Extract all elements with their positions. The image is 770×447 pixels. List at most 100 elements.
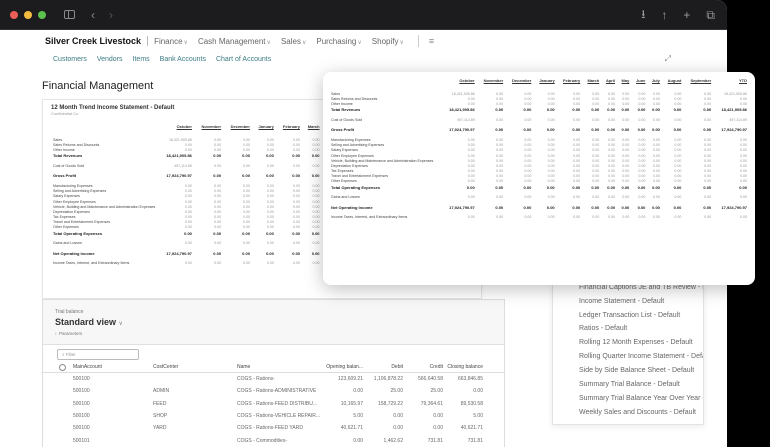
row-value: 0.00 bbox=[652, 101, 660, 106]
report-list-item[interactable]: Financial Captions JE and TB Review - De… bbox=[579, 283, 703, 291]
cell-cost-center: ADMIN bbox=[153, 388, 170, 395]
row-value: 0.00 bbox=[704, 169, 712, 174]
col-main-account[interactable]: MainAccount bbox=[73, 364, 102, 370]
report-list-item[interactable]: Summary Trial Balance Year Over Year - D… bbox=[579, 394, 703, 402]
row-value: 0.00 bbox=[184, 225, 192, 230]
subnav-items[interactable]: Items bbox=[132, 55, 150, 63]
report-list-item[interactable]: Side by Side Balance Sheet - Default bbox=[579, 367, 695, 375]
row-value: 0.00 bbox=[608, 91, 616, 96]
minimize-window-button[interactable] bbox=[24, 10, 32, 19]
report-list-item[interactable]: Rolling Quarter Income Statement - Defau… bbox=[579, 353, 703, 361]
tabs-icon[interactable]: ⧉ bbox=[706, 7, 715, 22]
report-list-item[interactable]: Ratios - Default bbox=[579, 325, 628, 333]
nav-finance[interactable]: Finance∨ bbox=[154, 36, 188, 46]
subnav-chart-of-accounts[interactable]: Chart of Accounts bbox=[215, 55, 272, 63]
filter-input[interactable]: ⌕ Filter bbox=[57, 349, 139, 360]
row-value: 0.00 bbox=[674, 143, 682, 148]
cell-main-account: 500100 bbox=[73, 388, 90, 395]
back-icon[interactable]: ‹ bbox=[91, 7, 95, 22]
nav-purchasing[interactable]: Purchasing∨ bbox=[316, 36, 362, 46]
row-value: 0.00 bbox=[242, 250, 250, 256]
col-credit[interactable]: Credit bbox=[429, 364, 443, 370]
sidebar-icon[interactable] bbox=[64, 9, 75, 21]
nav-shopify[interactable]: Shopify∨ bbox=[371, 36, 404, 46]
month-column-header: January bbox=[539, 78, 555, 83]
row-value: 0.00 bbox=[242, 137, 250, 142]
col-opening-balance[interactable]: Opening balan... bbox=[326, 364, 363, 370]
row-value: 0.00 bbox=[572, 127, 581, 133]
report-list-item[interactable]: Summary Trial Balance - Default bbox=[579, 381, 680, 389]
col-debit[interactable]: Debit bbox=[391, 364, 403, 370]
row-value: 0.00 bbox=[524, 158, 532, 163]
row-value: 0.00 bbox=[214, 189, 222, 194]
row-label: Depreciation Expenses bbox=[331, 163, 368, 168]
report-list-item[interactable]: Income Statement - Default bbox=[579, 297, 665, 305]
row-value: 0.00 bbox=[214, 137, 222, 142]
trial-balance-caption: Trial balance bbox=[55, 309, 84, 315]
subnav-bank-accounts[interactable]: Bank Accounts bbox=[159, 55, 206, 63]
col-name[interactable]: Name bbox=[237, 364, 251, 370]
row-value: 17,924,790.97 bbox=[449, 127, 475, 133]
company-name[interactable]: Silver Creek Livestock bbox=[45, 36, 149, 46]
parameters-toggle[interactable]: › Parameters bbox=[55, 331, 83, 336]
row-value: 0.00 bbox=[312, 163, 320, 168]
row-label: Other Expenses bbox=[53, 225, 79, 230]
close-window-button[interactable] bbox=[10, 10, 18, 19]
row-value: 0.00 bbox=[312, 189, 320, 194]
row-value: 0.00 bbox=[673, 127, 682, 133]
row-value: 0.00 bbox=[312, 183, 320, 188]
row-value: 0.00 bbox=[547, 148, 555, 153]
row-value: 18,421,905.86 bbox=[721, 107, 747, 113]
table-row[interactable]: 500100 FEED COGS - Rations-FEED DISTRIBU..… bbox=[43, 398, 504, 410]
row-value: 0.00 bbox=[622, 179, 630, 184]
report-list-item[interactable]: Ledger Transaction List - Default bbox=[579, 311, 681, 319]
row-value: 0.00 bbox=[467, 153, 475, 158]
forward-icon[interactable]: › bbox=[109, 7, 113, 22]
row-value: 0.00 bbox=[311, 230, 320, 236]
zoom-window-button[interactable] bbox=[38, 10, 46, 19]
share-icon[interactable]: ↑ bbox=[661, 8, 668, 22]
table-row[interactable]: 500100 YARD COGS - Rations-FEED YARD 40,621… bbox=[43, 422, 504, 434]
subnav-vendors[interactable]: Vendors bbox=[96, 55, 123, 63]
row-value: 0.00 bbox=[674, 101, 682, 106]
cell-cost-center: SHOP bbox=[153, 413, 168, 420]
download-icon[interactable]: ⭳ bbox=[641, 6, 646, 21]
table-row[interactable]: 500100 SHOP COGS - Rations-VEHICLE REPAIR.… bbox=[43, 410, 504, 422]
report-list-item[interactable]: Weekly Sales and Discounts - Default bbox=[579, 408, 696, 416]
row-value: 0.00 bbox=[592, 137, 600, 142]
row-value: 0.00 bbox=[572, 204, 581, 210]
grid-header: MainAccount CostCenter Name Opening bala… bbox=[43, 362, 504, 373]
view-selector[interactable]: Standard view ∨ bbox=[55, 317, 123, 327]
col-cost-center[interactable]: CostCenter bbox=[153, 364, 179, 370]
row-value: 0.00 bbox=[523, 127, 532, 133]
row-value: 0.00 bbox=[704, 153, 712, 158]
row-value: 0.00 bbox=[467, 137, 475, 142]
row-value: 0.00 bbox=[242, 147, 250, 152]
table-row[interactable]: 500100 COGS - Rations- 123,609.21 1,106,878… bbox=[43, 373, 504, 385]
row-value: 0.00 bbox=[266, 220, 274, 225]
expand-icon[interactable]: ⤢ bbox=[664, 54, 671, 63]
row-value: 0.00 bbox=[572, 184, 581, 190]
new-tab-icon[interactable]: + bbox=[683, 8, 691, 22]
nav-sales[interactable]: Sales∨ bbox=[280, 36, 307, 46]
row-value: 0.00 bbox=[293, 194, 301, 199]
month-column-header: August bbox=[667, 78, 682, 83]
month-column-header: March bbox=[307, 124, 320, 129]
col-closing-balance[interactable]: Closing balance bbox=[447, 364, 483, 370]
row-value: 18,421,905.86 bbox=[168, 137, 192, 142]
row-value: 0.00 bbox=[467, 143, 475, 148]
hamburger-menu-icon[interactable]: ≡ bbox=[428, 36, 435, 46]
subnav-customers[interactable]: Customers bbox=[53, 55, 87, 63]
nav-cash-management[interactable]: Cash Management∨ bbox=[197, 36, 271, 46]
row-value: 0.00 bbox=[591, 107, 600, 113]
window-controls bbox=[10, 10, 46, 19]
select-all-radio[interactable] bbox=[43, 363, 71, 371]
table-row[interactable]: 500100 ADMIN COGS - Rations-ADMINISTRATIVE… bbox=[43, 385, 504, 397]
report-list-item[interactable]: Rolling 12 Month Expenses - Default bbox=[579, 339, 693, 347]
row-label: Gross Profit bbox=[53, 173, 77, 179]
row-value: 0.00 bbox=[242, 209, 250, 214]
row-label: Sales bbox=[53, 137, 62, 142]
row-value: 0.00 bbox=[703, 127, 712, 133]
table-row[interactable]: 500101 COGS - Commodities- 0.00 1,462.62 731… bbox=[43, 434, 504, 446]
row-value: 0.00 bbox=[214, 199, 222, 204]
